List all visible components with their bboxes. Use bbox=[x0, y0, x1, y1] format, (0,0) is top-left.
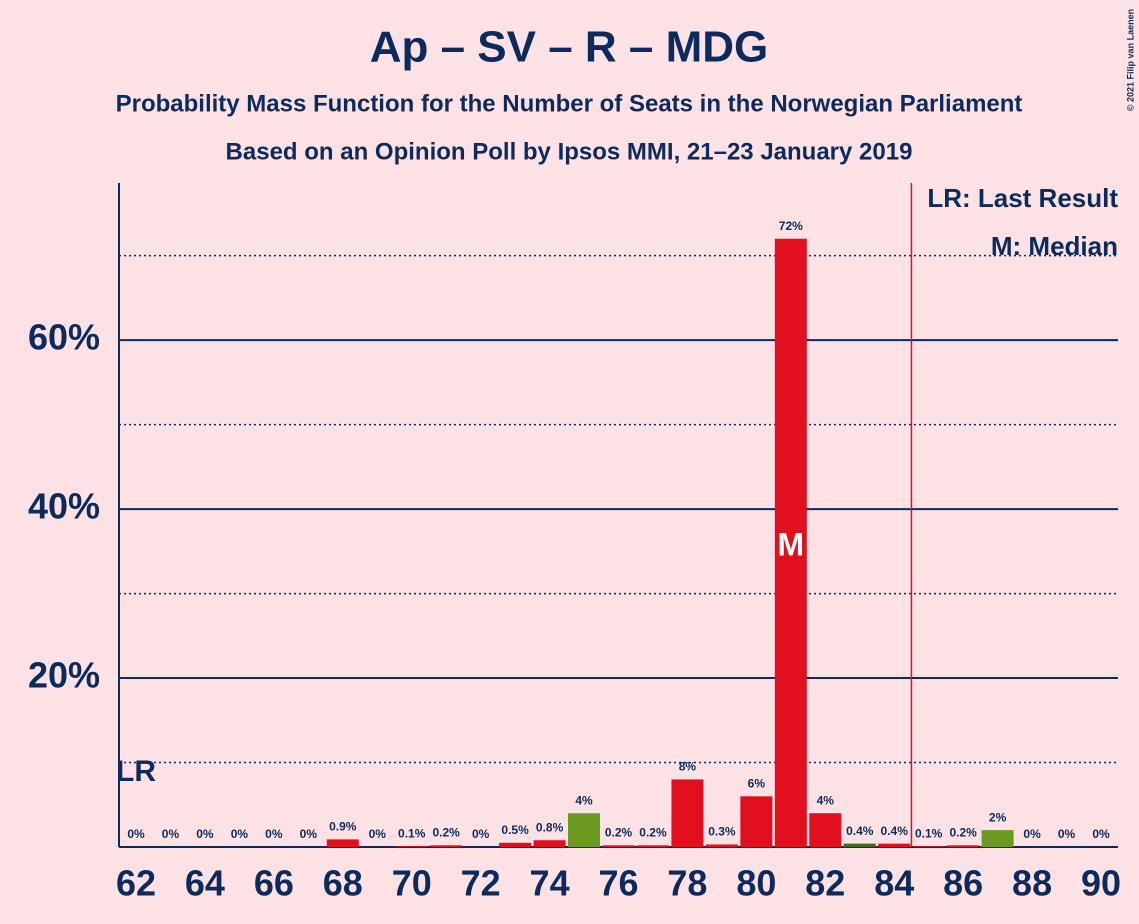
bar bbox=[499, 842, 532, 847]
value-label: 0% bbox=[265, 827, 283, 841]
x-tick-label: 82 bbox=[805, 863, 845, 904]
bar bbox=[981, 830, 1014, 847]
value-label: 0% bbox=[1092, 827, 1110, 841]
value-label: 0% bbox=[300, 827, 318, 841]
copyright: © 2021 Filip van Laenen bbox=[1125, 9, 1135, 111]
y-tick-label: 40% bbox=[28, 486, 100, 527]
bar bbox=[947, 845, 980, 847]
value-label: 0.4% bbox=[846, 824, 874, 838]
value-label: 0% bbox=[127, 827, 145, 841]
chart-subtitle: Based on an Opinion Poll by Ipsos MMI, 2… bbox=[226, 138, 913, 165]
value-label: 6% bbox=[748, 776, 766, 790]
chart-title: Ap – SV – R – MDG bbox=[370, 23, 769, 72]
value-label: 0% bbox=[1058, 827, 1076, 841]
value-label: 0.2% bbox=[605, 825, 633, 839]
x-tick-label: 80 bbox=[736, 863, 776, 904]
value-label: 0.3% bbox=[708, 825, 736, 839]
value-label: 0.2% bbox=[432, 825, 460, 839]
bar bbox=[395, 846, 428, 847]
bar bbox=[740, 796, 773, 847]
x-tick-label: 68 bbox=[323, 863, 363, 904]
value-label: 0% bbox=[369, 827, 387, 841]
chart-subtitle: Probability Mass Function for the Number… bbox=[116, 90, 1023, 117]
value-label: 2% bbox=[989, 810, 1007, 824]
legend-entry: LR: Last Result bbox=[927, 183, 1118, 213]
value-label: 0.2% bbox=[639, 825, 667, 839]
x-tick-label: 62 bbox=[116, 863, 156, 904]
bar bbox=[533, 840, 566, 847]
bar bbox=[568, 813, 601, 847]
bar bbox=[774, 238, 807, 847]
x-tick-label: 64 bbox=[185, 863, 225, 904]
value-label: 0.4% bbox=[881, 824, 909, 838]
bar bbox=[809, 813, 842, 847]
bar bbox=[602, 845, 635, 847]
x-tick-label: 70 bbox=[392, 863, 432, 904]
value-label: 0% bbox=[162, 827, 180, 841]
last-result-marker: LR bbox=[116, 755, 156, 788]
bar bbox=[326, 839, 359, 847]
bar bbox=[430, 845, 463, 847]
x-tick-label: 86 bbox=[943, 863, 983, 904]
bar bbox=[636, 845, 669, 847]
x-tick-label: 66 bbox=[254, 863, 294, 904]
x-tick-label: 88 bbox=[1012, 863, 1052, 904]
bar bbox=[878, 843, 911, 847]
x-tick-label: 72 bbox=[461, 863, 501, 904]
value-label: 4% bbox=[575, 793, 593, 807]
value-label: 0.1% bbox=[398, 826, 426, 840]
x-tick-label: 84 bbox=[874, 863, 914, 904]
bar bbox=[705, 844, 738, 847]
value-label: 0.5% bbox=[501, 823, 529, 837]
value-label: 0% bbox=[231, 827, 249, 841]
x-tick-label: 76 bbox=[598, 863, 638, 904]
bar bbox=[671, 779, 704, 847]
value-label: 0.9% bbox=[329, 820, 357, 834]
value-label: 0% bbox=[1023, 827, 1041, 841]
value-label: 0.8% bbox=[536, 820, 564, 834]
bar bbox=[843, 843, 876, 847]
value-label: 8% bbox=[679, 760, 697, 774]
value-label: 0.1% bbox=[915, 826, 943, 840]
value-label: 4% bbox=[817, 793, 835, 807]
x-tick-label: 90 bbox=[1081, 863, 1121, 904]
value-label: 0% bbox=[196, 827, 214, 841]
y-tick-label: 60% bbox=[28, 317, 100, 358]
x-tick-label: 78 bbox=[667, 863, 707, 904]
value-label: 72% bbox=[779, 219, 803, 233]
x-tick-label: 74 bbox=[530, 863, 570, 904]
bar bbox=[912, 846, 945, 847]
value-label: 0% bbox=[472, 827, 490, 841]
median-marker: M bbox=[777, 526, 804, 562]
value-label: 0.2% bbox=[949, 825, 977, 839]
y-tick-label: 20% bbox=[28, 655, 100, 696]
